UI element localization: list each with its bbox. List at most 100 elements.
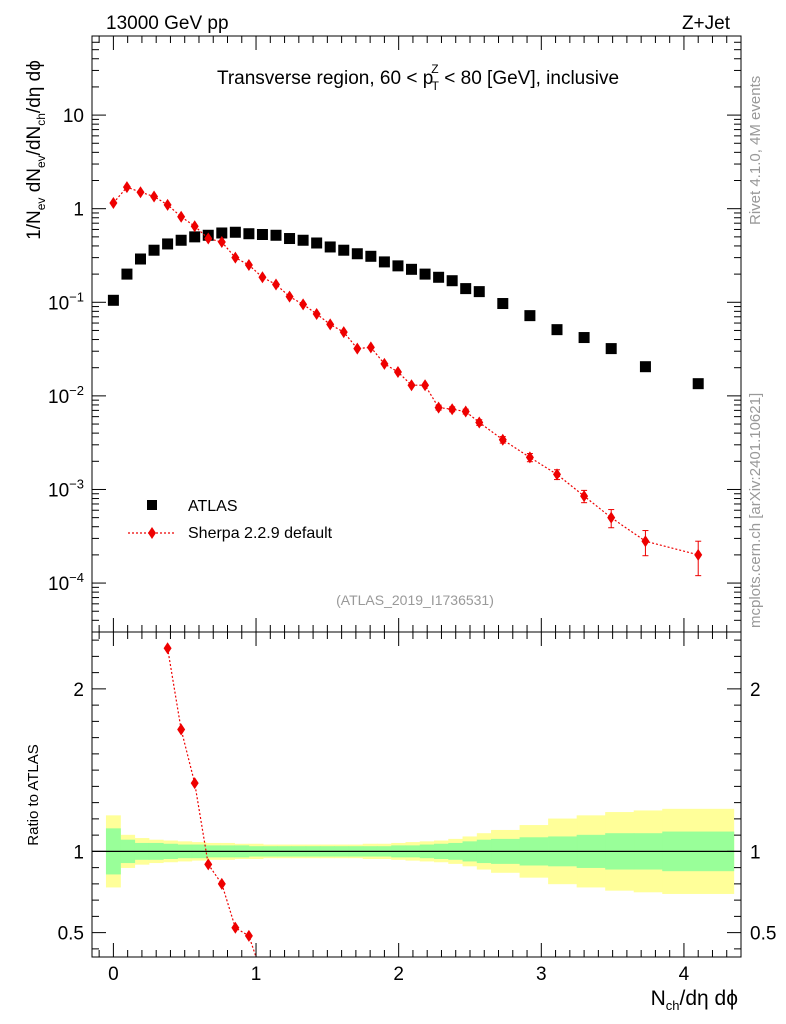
atlas-point: [446, 275, 458, 287]
atlas-point: [433, 271, 445, 283]
ratio-point: [190, 777, 199, 790]
sherpa-point: [177, 210, 186, 223]
sherpa-point: [258, 271, 267, 284]
sherpa-point: [312, 307, 321, 320]
y-tick-label: 10−2: [48, 383, 84, 408]
atlas-point: [460, 283, 472, 295]
x-axis-title-main: N: [651, 987, 666, 1010]
y-tick-label: 10−3: [48, 476, 84, 501]
ratio-point: [177, 723, 186, 736]
ratio-series: [163, 642, 257, 958]
ratio-point: [217, 877, 226, 890]
sherpa-point: [150, 190, 159, 203]
sherpa-point: [498, 433, 507, 446]
x-tick-label: 3: [536, 964, 547, 985]
atlas-point: [578, 332, 590, 344]
sherpa-point: [353, 342, 362, 355]
rivet-version-label: Rivet 4.1.0, 4M events: [747, 76, 764, 225]
sherpa-point: [217, 236, 226, 249]
sherpa-point: [299, 298, 308, 311]
sherpa-point: [380, 357, 389, 370]
main-series: [107, 181, 704, 577]
sherpa-point: [122, 181, 131, 194]
ratio-y-tick-label-right: 0.5: [750, 924, 776, 945]
ratio-point: [231, 921, 240, 934]
atlas-point: [148, 244, 160, 256]
y-tick-label: 10−1: [48, 289, 84, 314]
atlas-point: [406, 263, 418, 275]
legend: ATLAS Sherpa 2.2.9 default: [128, 498, 333, 542]
atlas-point: [243, 228, 255, 240]
atlas-point: [162, 238, 174, 250]
ratio-bands: [92, 808, 741, 894]
ratio-point: [244, 929, 253, 942]
atlas-point: [324, 241, 336, 253]
atlas-point: [270, 229, 282, 241]
sherpa-point: [326, 318, 335, 331]
plot-title-sup: Z: [431, 62, 438, 76]
atlas-point: [229, 226, 241, 238]
y-tick-label: 10−4: [48, 570, 84, 595]
atlas-point: [175, 234, 187, 246]
x-axis-title-sub: ch: [666, 998, 680, 1013]
atlas-point: [551, 324, 563, 336]
atlas-point: [605, 343, 617, 355]
ratio-y-tick-label: 0.5: [58, 924, 84, 945]
sherpa-point: [339, 326, 348, 339]
atlas-point: [107, 294, 119, 306]
analysis-watermark: (ATLAS_2019_I1736531): [336, 592, 494, 608]
legend-sherpa-label: Sherpa 2.2.9 default: [188, 525, 333, 542]
sherpa-point: [407, 379, 416, 392]
ratio-panel: 0 1 2 3 4 0.5 0.5 1 1 2 2 Ratio to ATLAS Nch/dη dϕ: [25, 631, 776, 1013]
sherpa-point: [421, 379, 430, 392]
atlas-point: [473, 286, 485, 298]
sherpa-point: [694, 548, 703, 561]
legend-atlas-label: ATLAS: [188, 498, 238, 515]
ratio-point: [163, 642, 172, 655]
ratio-point: [204, 858, 213, 871]
process-label: Z+Jet: [682, 13, 731, 34]
ratio-line: [167, 648, 257, 958]
atlas-point: [338, 244, 350, 256]
sherpa-point: [641, 535, 650, 548]
plot-title: Transverse region, 60 < pZ T < 80 [GeV], …: [217, 62, 619, 93]
sherpa-point: [607, 511, 616, 524]
sherpa-point: [434, 401, 443, 414]
sherpa-point: [285, 290, 294, 303]
sherpa-point: [136, 186, 145, 199]
main-panel: 10−4 10−3 10−2 10−1 1 10 Transverse region, 6…: [24, 35, 742, 633]
atlas-point: [378, 256, 390, 268]
atlas-point: [256, 228, 268, 240]
atlas-point: [497, 298, 509, 310]
legend-sherpa-marker: [148, 527, 156, 539]
legend-atlas-marker: [147, 500, 157, 510]
atlas-point: [351, 248, 363, 260]
atlas-point: [189, 231, 201, 243]
x-tick-label: 0: [108, 964, 119, 985]
ratio-frame: [91, 631, 742, 958]
sherpa-point: [448, 403, 457, 416]
x-tick-label: 2: [393, 964, 404, 985]
ratio-y-tick-label: 2: [73, 680, 84, 701]
y-tick-label: 10: [63, 106, 84, 127]
x-tick-label: 1: [251, 964, 262, 985]
atlas-point: [134, 253, 146, 265]
sherpa-point: [163, 198, 172, 211]
sherpa-point: [366, 341, 375, 354]
ratio-y-tick-label-right: 2: [750, 680, 761, 701]
ratio-y-tick-label-right: 1: [750, 842, 761, 863]
atlas-point: [297, 234, 309, 246]
sherpa-point: [552, 468, 561, 481]
sherpa-point: [525, 451, 534, 464]
sherpa-point: [475, 416, 484, 429]
sherpa-point: [231, 251, 240, 264]
sherpa-point: [244, 259, 253, 272]
y-tick-label: 1: [73, 200, 84, 221]
atlas-point: [639, 361, 651, 373]
sherpa-point: [190, 220, 199, 233]
plot-title-pre: Transverse region, 60 < p: [217, 68, 433, 89]
sherpa-point: [580, 490, 589, 503]
ratio-axes: 0 1 2 3 4 0.5 0.5 1 1 2 2: [58, 632, 776, 985]
sherpa-point: [109, 197, 118, 210]
